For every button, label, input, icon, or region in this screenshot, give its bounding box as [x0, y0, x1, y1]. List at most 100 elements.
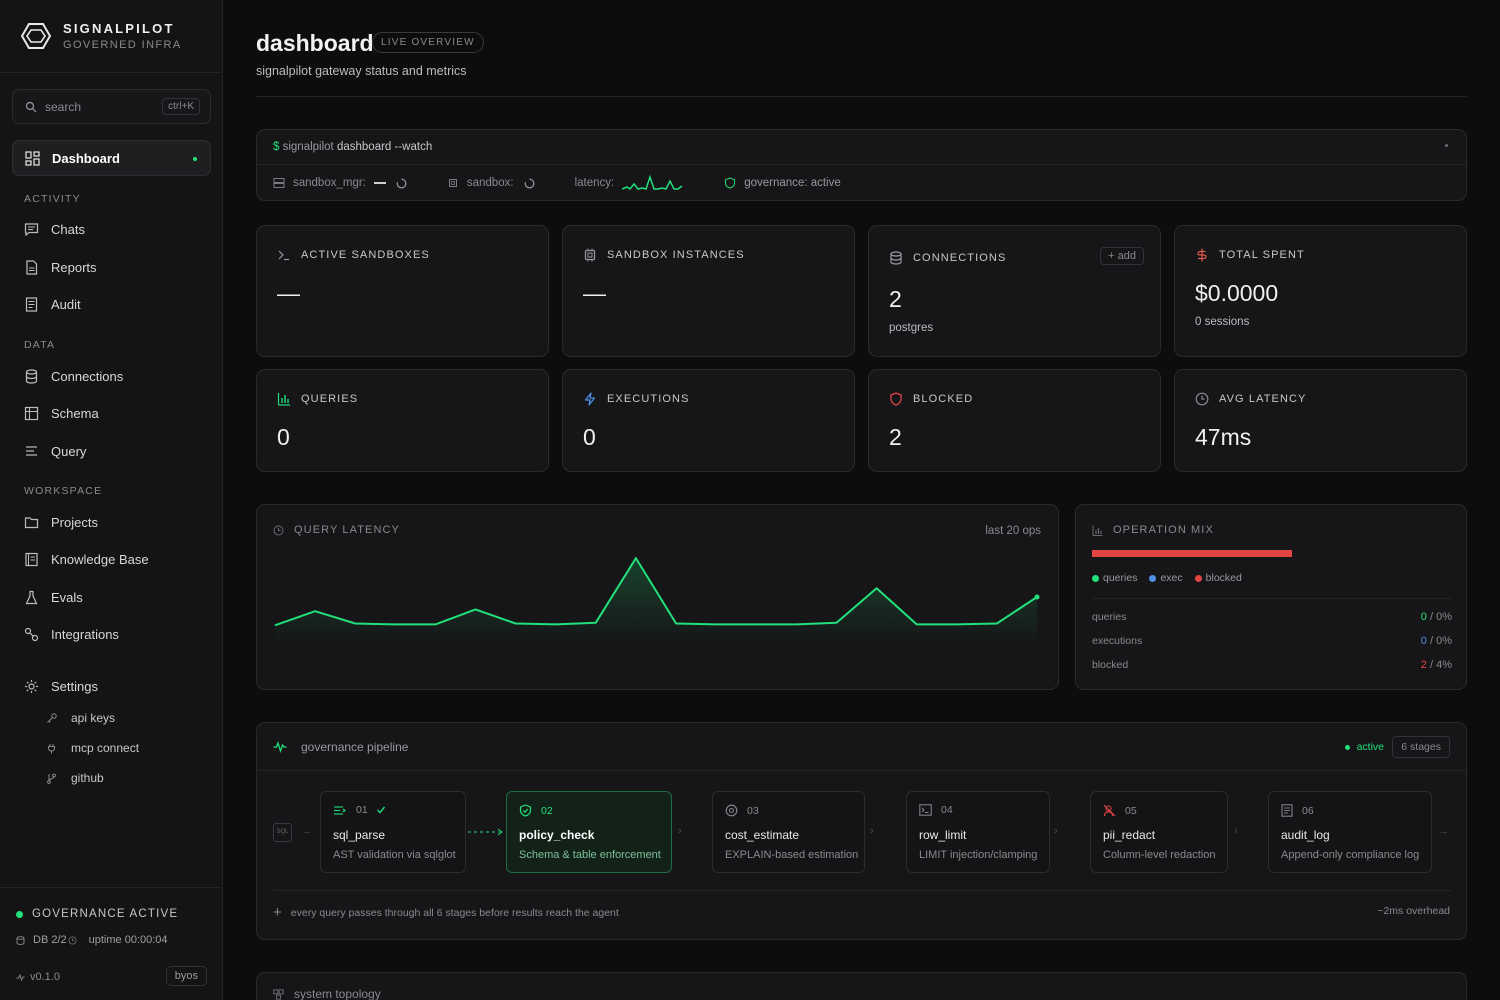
- branch-icon: [47, 773, 56, 784]
- search-shortcut: ctrl+K: [162, 98, 200, 115]
- sidebar-item-dashboard[interactable]: Dashboard: [12, 140, 211, 176]
- brand[interactable]: SIGNALPILOT GOVERNED INFRA: [0, 0, 222, 73]
- stat-label: BLOCKED: [913, 393, 974, 405]
- arrow-right-icon: →: [1438, 825, 1449, 837]
- sql-input-icon: SQL: [273, 823, 292, 842]
- operation-mix-legend: queries exec blocked: [1092, 572, 1254, 584]
- search-input[interactable]: [45, 99, 155, 114]
- chip-icon: [584, 248, 596, 262]
- governance-status: GOVERNANCE ACTIVE: [16, 908, 178, 920]
- pipeline-stage-pii-redact[interactable]: 05 pii_redact Column-level redaction: [1090, 791, 1228, 873]
- stage-name: sql_parse: [333, 828, 386, 842]
- flask-icon: [25, 590, 38, 604]
- sidebar-subitem-api-keys[interactable]: api keys: [46, 711, 115, 725]
- terminal-strip: $ signalpilot dashboard --watch sandbox_…: [256, 129, 1467, 201]
- coin-icon: [725, 804, 738, 817]
- clock-icon: [1195, 392, 1209, 406]
- sidebar-item-label: Dashboard: [52, 150, 120, 166]
- key-icon: [47, 712, 57, 723]
- stat-card-connections: CONNECTIONS + add 2 postgres: [868, 225, 1161, 357]
- stat-value: 2: [889, 286, 902, 312]
- mix-title: OPERATION MIX: [1113, 524, 1214, 536]
- pipeline-stage-cost-estimate[interactable]: 03 cost_estimate EXPLAIN-based estimatio…: [712, 791, 865, 873]
- stat-card-avg-latency: AVG LATENCY 47ms: [1174, 369, 1467, 472]
- activity-icon: [16, 973, 25, 981]
- sidebar-subitem-github[interactable]: github: [46, 771, 104, 785]
- sidebar-item-integrations[interactable]: Integrations: [12, 616, 211, 652]
- add-connection-button[interactable]: + add: [1100, 247, 1144, 265]
- sidebar-item-connections[interactable]: Connections: [12, 358, 211, 394]
- sidebar-item-knowledge-base[interactable]: Knowledge Base: [12, 541, 211, 577]
- parse-icon: [334, 805, 346, 815]
- latency-line: [274, 557, 1038, 627]
- sidebar-item-chats[interactable]: Chats: [12, 211, 211, 247]
- stat-value: $0.0000: [1195, 280, 1279, 306]
- plug-icon: [48, 743, 55, 753]
- stat-sub: postgres: [889, 322, 934, 334]
- stat-label: TOTAL SPENT: [1219, 249, 1305, 261]
- legend-blocked: blocked: [1194, 572, 1242, 584]
- arrow-right-icon: ›: [678, 825, 682, 837]
- section-workspace: WORKSPACE: [24, 485, 103, 497]
- sidebar-item-label: Schema: [51, 405, 99, 421]
- arrow-right-icon: ›: [870, 825, 874, 837]
- pipeline-stage-policy-check[interactable]: 02 policy_check Schema & table enforceme…: [506, 791, 672, 873]
- sidebar-item-settings[interactable]: Settings: [12, 668, 211, 704]
- stage-desc: Schema & table enforcement: [519, 849, 661, 861]
- topology-icon: [273, 988, 284, 1000]
- pipeline-stage-audit-log[interactable]: 06 audit_log Append-only compliance log: [1268, 791, 1432, 873]
- pipeline-stage-count: 6 stages: [1392, 736, 1450, 758]
- empty-dash: [373, 182, 386, 184]
- latency-status: latency:: [575, 174, 693, 192]
- sidebar-item-reports[interactable]: Reports: [12, 249, 211, 285]
- sidebar-item-audit[interactable]: Audit: [12, 286, 211, 322]
- more-dot-icon[interactable]: [1445, 144, 1448, 147]
- stat-card-sandbox-instances: SANDBOX INSTANCES —: [562, 225, 855, 357]
- sidebar-item-schema[interactable]: Schema: [12, 395, 211, 431]
- sidebar-item-evals[interactable]: Evals: [12, 579, 211, 615]
- live-overview-badge: LIVE OVERVIEW: [372, 32, 484, 53]
- stat-value: 2: [889, 424, 902, 450]
- sidebar-subitem-mcp-connect[interactable]: mcp connect: [46, 741, 139, 755]
- brand-tagline: GOVERNED INFRA: [63, 39, 182, 51]
- sidebar: SIGNALPILOT GOVERNED INFRA ctrl+K Dashbo…: [0, 0, 223, 1000]
- stat-value: 47ms: [1195, 424, 1252, 450]
- stat-card-total-spent: TOTAL SPENT $0.0000 0 sessions: [1174, 225, 1467, 357]
- loading-spinner-icon: [396, 178, 407, 188]
- stat-card-executions: EXECUTIONS 0: [562, 369, 855, 472]
- dashed-arrow-icon: [468, 828, 503, 836]
- pipeline-stage-sql-parse[interactable]: 01 sql_parse AST validation via sqlglot: [320, 791, 466, 873]
- terminal-icon: [919, 804, 932, 816]
- section-data: DATA: [24, 339, 56, 351]
- latency-point: [1034, 594, 1040, 600]
- search-box[interactable]: ctrl+K: [12, 89, 211, 124]
- byos-badge[interactable]: byos: [165, 966, 207, 986]
- document-icon: [26, 259, 38, 275]
- sidebar-item-projects[interactable]: Projects: [12, 504, 211, 540]
- stage-name: pii_redact: [1103, 828, 1156, 842]
- stat-value: 0: [583, 424, 596, 450]
- version-label: v0.1.0: [16, 971, 60, 983]
- clock-icon: [273, 525, 284, 535]
- pipeline-stage-row-limit[interactable]: 04 row_limit LIMIT injection/clamping: [906, 791, 1050, 873]
- stat-value: —: [277, 280, 300, 306]
- sidebar-item-label: Query: [51, 443, 87, 459]
- status-dot: [16, 910, 23, 918]
- sandbox-mgr-status: sandbox_mgr:: [273, 177, 415, 189]
- pipeline-status: active: [1344, 741, 1384, 753]
- header-divider: [256, 96, 1467, 97]
- database-icon: [25, 368, 38, 384]
- terminal-status: sandbox_mgr: sandbox: latency:: [273, 174, 873, 192]
- sidebar-item-query[interactable]: Query: [12, 433, 211, 469]
- chart-range: last 20 ops: [985, 525, 1041, 537]
- section-activity: ACTIVITY: [24, 193, 81, 205]
- sidebar-item-label: Projects: [51, 514, 98, 530]
- latency-chart: [274, 557, 1040, 643]
- query-icon: [26, 445, 37, 456]
- arrow-right-icon: →: [301, 825, 312, 837]
- chat-icon: [24, 222, 39, 236]
- governance-status-inline: governance: active: [724, 177, 841, 189]
- check-icon: [376, 806, 385, 814]
- stat-label: EXECUTIONS: [607, 393, 690, 405]
- mix-row-executions: executions 0 / 0%: [1092, 635, 1452, 647]
